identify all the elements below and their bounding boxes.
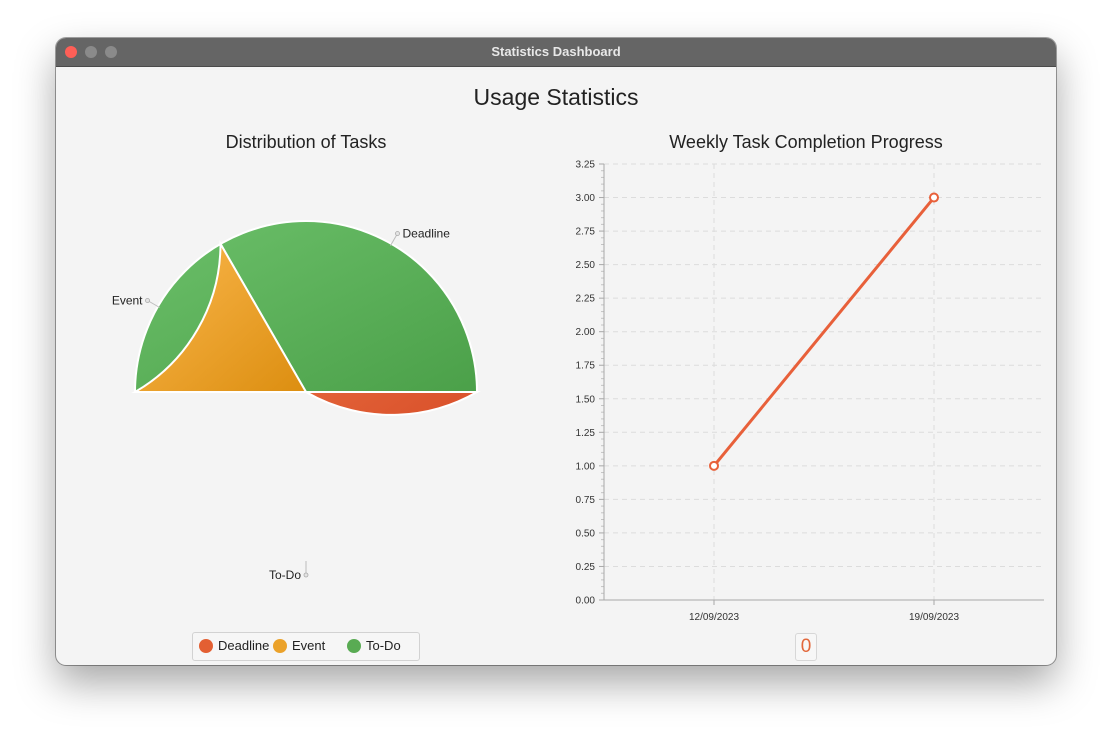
y-tick-label: 1.00 — [576, 461, 596, 472]
pie-label-deadline: Deadline — [403, 227, 451, 241]
window-title: Statistics Dashboard — [491, 44, 621, 59]
y-tick-label: 3.25 — [576, 160, 596, 171]
legend-label: To-Do — [366, 638, 401, 653]
weekly-progress-line-chart: 0.00 0.25 0.50 0.75 1.00 1.25 1.50 1.75 2.00 2.25… — [576, 160, 1044, 623]
y-tick-label: 1.25 — [576, 428, 596, 439]
y-tick-label: 3.00 — [576, 193, 596, 204]
legend-swatch-event — [273, 639, 287, 653]
title-bar: Statistics Dashboard — [56, 38, 1056, 67]
legend-swatch-todo — [347, 639, 361, 653]
x-tick-label: 12/09/2023 — [689, 612, 739, 623]
y-tick-label: 0.50 — [576, 528, 596, 539]
y-tick-label: 1.75 — [576, 361, 596, 372]
y-tick-label: 0.00 — [576, 596, 596, 607]
y-tick-label: 2.50 — [576, 260, 596, 271]
y-tick-label: 1.50 — [576, 394, 596, 405]
y-tick-label: 2.75 — [576, 227, 596, 238]
legend-label: Event — [292, 638, 326, 653]
close-window-button[interactable] — [65, 46, 77, 58]
y-tick-label: 2.25 — [576, 294, 596, 305]
pie-label-dot — [395, 231, 400, 236]
legend-swatch-deadline — [199, 639, 213, 653]
app-window: Statistics Dashboard Usage Statistics Di… — [56, 38, 1056, 665]
y-tick-label: 0.25 — [576, 562, 596, 573]
pie-label-to-do: To-Do — [269, 568, 301, 582]
maximize-window-button[interactable] — [105, 46, 117, 58]
line-chart-title: Weekly Task Completion Progress — [669, 132, 943, 152]
data-point — [929, 192, 939, 203]
data-point — [709, 460, 719, 471]
pie-slice-event — [131, 240, 308, 393]
minimize-window-button[interactable] — [85, 46, 97, 58]
pie-label-event: Event — [112, 294, 143, 308]
task-counter-field[interactable]: 0 — [795, 633, 817, 661]
y-tick-label: 0.75 — [576, 495, 596, 506]
task-distribution-pie-chart: To-Do Deadline Event — [112, 220, 481, 582]
pie-label-dot — [303, 572, 309, 578]
y-tick-label: 2.00 — [576, 327, 596, 338]
pie-chart-title: Distribution of Tasks — [225, 132, 387, 152]
legend-label: Deadline — [218, 638, 270, 653]
pie-legend: Deadline Event To-Do — [192, 632, 420, 661]
page-title: Usage Statistics — [473, 84, 639, 110]
series-line — [712, 196, 936, 467]
x-tick-label: 19/09/2023 — [909, 612, 959, 623]
pie-label-dot — [145, 298, 150, 303]
